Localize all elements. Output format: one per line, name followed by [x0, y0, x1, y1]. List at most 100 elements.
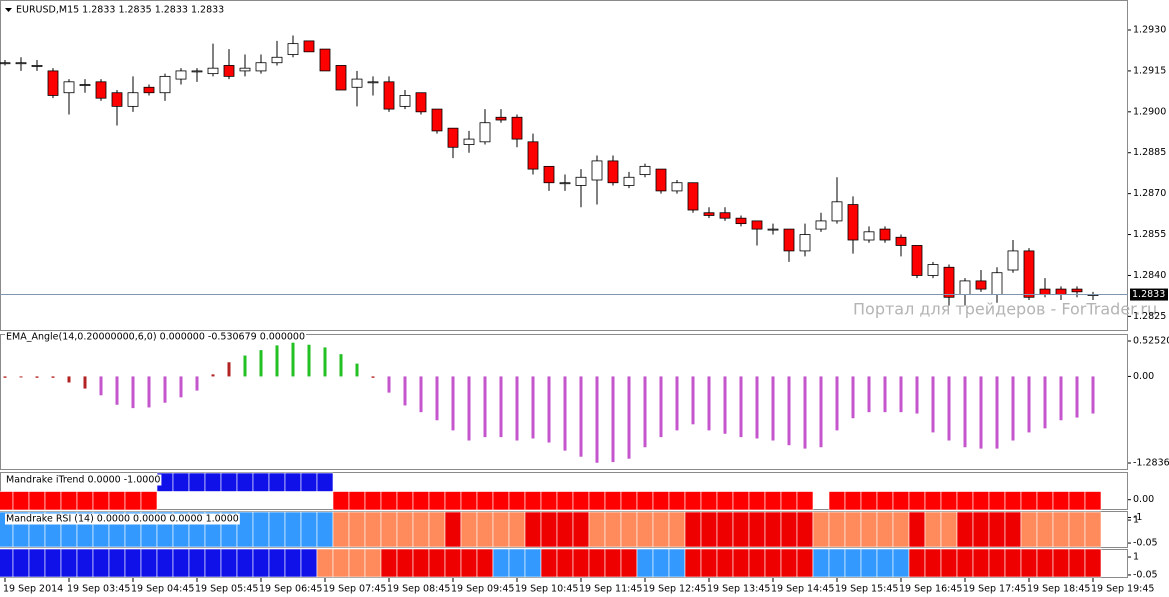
- state-block: [716, 491, 734, 511]
- state-block: [876, 548, 894, 578]
- candle-body: [751, 220, 763, 230]
- menu-arrow[interactable]: [5, 8, 12, 12]
- candle-body: [767, 228, 779, 231]
- state-block: [316, 511, 334, 548]
- state-block: [684, 491, 702, 511]
- state-block: [956, 511, 974, 548]
- state-block: [572, 548, 590, 578]
- state-block: [428, 511, 446, 548]
- state-block: [780, 511, 798, 548]
- state-block: [844, 548, 862, 578]
- histogram-bar: [483, 376, 487, 438]
- state-block: [556, 511, 574, 548]
- state-block: [348, 511, 366, 548]
- candle-body: [943, 266, 955, 298]
- histogram-bar: [403, 376, 407, 406]
- state-block: [428, 491, 446, 511]
- state-block: [988, 511, 1006, 548]
- candle-body: [415, 92, 427, 113]
- state-block: [1084, 511, 1102, 548]
- histogram-bar: [227, 362, 231, 377]
- state-block: [876, 491, 894, 511]
- state-block: [828, 511, 846, 548]
- state-block: [460, 548, 478, 578]
- state-block: [588, 491, 606, 511]
- candle-body: [271, 56, 283, 64]
- state-block: [636, 511, 654, 548]
- watermark: Портал для трейдеров - ForTrader.ru: [853, 300, 1157, 319]
- state-block: [140, 491, 158, 511]
- histogram-bar: [531, 376, 535, 439]
- candle-body: [895, 236, 907, 246]
- histogram-bar: [211, 374, 215, 377]
- histogram-bar: [195, 376, 199, 391]
- state-block: [588, 511, 606, 548]
- candle-body: [799, 234, 811, 252]
- state-block: [716, 511, 734, 548]
- state-block: [380, 491, 398, 511]
- y-tick-label: -1: [1133, 512, 1142, 523]
- state-block: [284, 511, 302, 548]
- state-block: [1084, 491, 1102, 511]
- histogram-bar: [883, 376, 887, 413]
- state-block: [60, 548, 78, 578]
- candle-body: [31, 65, 43, 67]
- candle-body: [239, 67, 251, 72]
- state-block: [252, 511, 270, 548]
- candle-body: [255, 62, 267, 72]
- candle-body: [1055, 288, 1067, 295]
- histogram-bar: [259, 350, 263, 377]
- state-block: [28, 548, 46, 578]
- chart-title: EURUSD,M15 1.2833 1.2835 1.2833 1.2833: [16, 5, 224, 16]
- state-block: [908, 491, 926, 511]
- histogram-bar: [995, 376, 999, 449]
- y-tick-label: 1.2930: [1133, 25, 1166, 36]
- histogram-bar: [19, 376, 23, 378]
- state-block: [908, 548, 926, 578]
- x-tick-label: 19 Sep 16:45: [899, 584, 962, 595]
- histogram-bar: [163, 376, 167, 403]
- state-block: [364, 511, 382, 548]
- histogram-bar: [291, 342, 295, 377]
- state-block: [0, 491, 14, 511]
- state-block: [1068, 511, 1086, 548]
- candle-body: [991, 272, 1003, 295]
- x-tick-label: 19 Sep 12:45: [643, 584, 706, 595]
- candle-body: [703, 212, 715, 216]
- candle-body: [47, 70, 59, 96]
- x-tick-label: 19 Sep 11:45: [579, 584, 642, 595]
- histogram-bar: [627, 376, 631, 459]
- state-block: [828, 491, 846, 511]
- state-block: [492, 491, 510, 511]
- y-tick-label: 1.2825: [1133, 311, 1166, 322]
- state-block: [236, 472, 254, 492]
- candle-body: [479, 122, 491, 143]
- state-block: [940, 491, 958, 511]
- state-block: [12, 491, 30, 511]
- state-block: [220, 548, 238, 578]
- state-block: [860, 548, 878, 578]
- main-panel-frame: [0, 0, 1128, 331]
- state-block: [748, 511, 766, 548]
- state-block: [108, 491, 126, 511]
- histogram-bar: [275, 345, 279, 377]
- state-block: [684, 511, 702, 548]
- state-block: [636, 491, 654, 511]
- panel-title-bg: [5, 474, 162, 486]
- panel-title: Mandrake RSI (14) 0.0000 0.0000 0.0000 1…: [6, 514, 239, 525]
- state-block: [332, 511, 350, 548]
- y-tick-label: 0.525205: [1133, 336, 1169, 347]
- state-block: [204, 472, 222, 492]
- histogram-bar: [659, 376, 663, 438]
- state-block: [604, 511, 622, 548]
- histogram-bar: [339, 354, 343, 377]
- histogram-bar: [931, 376, 935, 433]
- state-block: [108, 548, 126, 578]
- candle-body: [671, 182, 683, 192]
- state-block: [92, 548, 110, 578]
- state-block: [492, 511, 510, 548]
- histogram-bar: [595, 376, 599, 463]
- state-block: [460, 511, 478, 548]
- x-tick-label: 19 Sep 19:45: [1091, 584, 1154, 595]
- state-block: [364, 548, 382, 578]
